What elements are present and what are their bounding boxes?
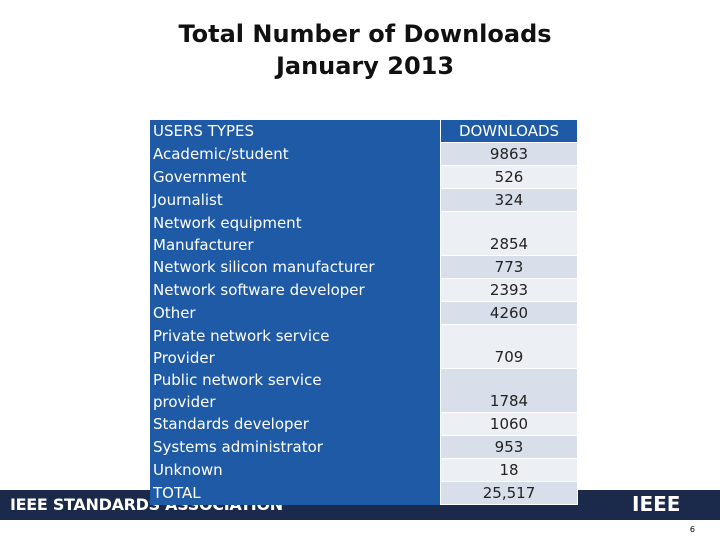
table-row: Journalist 324 [150,188,578,212]
downloads-table: USERS TYPES DOWNLOADS Academic/student 98… [150,120,578,505]
type-line: Unknown [153,460,223,479]
header-row: USERS TYPES DOWNLOADS [150,120,578,143]
downloads-cell: 18 [440,458,578,482]
type-cell: TOTAL [150,481,441,505]
type-line: Network silicon manufacturer [153,257,375,276]
header-cell: USERS TYPES [150,120,441,143]
downloads-cell: 9863 [440,142,578,166]
downloads-cell: 2854 [440,211,578,256]
type-cell: Private network service Provider [150,324,441,369]
table-row: Public network service provider 1784 [150,368,578,413]
type-cell: Other [150,301,441,325]
header-cell: DOWNLOADS [440,120,578,143]
table-row: Standards developer 1060 [150,412,578,436]
downloads-cell: 953 [440,435,578,459]
table-row: Other 4260 [150,301,578,325]
type-line: Manufacturer [153,235,254,254]
type-line: Journalist [153,190,223,209]
table-row: Government 526 [150,165,578,189]
table-row: Network software developer 2393 [150,278,578,302]
type-cell: Network software developer [150,278,441,302]
type-line: Public network service [153,370,322,389]
downloads-cell: 773 [440,255,578,279]
table-row: Academic/student 9863 [150,142,578,166]
type-line: Network software developer [153,280,365,299]
table-row: Systems administrator 953 [150,435,578,459]
table-row: Private network service Provider 709 [150,324,578,369]
downloads-cell: 4260 [440,301,578,325]
type-cell: Academic/student [150,142,441,166]
type-cell: Standards developer [150,412,441,436]
table-row: Unknown 18 [150,458,578,482]
type-line: Standards developer [153,414,309,433]
downloads-cell: 25,517 [440,481,578,505]
type-line: Network equipment [153,213,302,232]
type-line: Other [153,303,196,322]
type-cell: Systems administrator [150,435,441,459]
type-cell: Government [150,165,441,189]
type-line: provider [153,392,216,411]
type-line: Systems administrator [153,437,323,456]
type-cell: Unknown [150,458,441,482]
type-cell: Network silicon manufacturer [150,255,441,279]
downloads-cell: 1060 [440,412,578,436]
type-line: Government [153,167,247,186]
downloads-cell: 1784 [440,368,578,413]
title-line: Total Number of Downloads [178,20,552,48]
downloads-cell: 2393 [440,278,578,302]
type-cell: Journalist [150,188,441,212]
title-line: January 2013 [275,52,455,80]
type-line: Provider [153,348,215,367]
downloads-cell: 526 [440,165,578,189]
downloads-cell: 709 [440,324,578,369]
slide-title: Total Number of Downloads January 2013 [0,18,720,82]
page-number: 6 [689,525,695,534]
type-cell: Network equipment Manufacturer [150,211,441,256]
type-line: Academic/student [153,144,289,163]
type-line: Private network service [153,326,330,345]
downloads-cell: 324 [440,188,578,212]
table-row: TOTAL 25,517 [150,481,578,505]
table-row: Network silicon manufacturer 773 [150,255,578,279]
table-row: Network equipment Manufacturer 2854 [150,211,578,256]
type-cell: Public network service provider [150,368,441,413]
logo: IEEE [632,492,681,516]
type-line: TOTAL [153,483,201,502]
